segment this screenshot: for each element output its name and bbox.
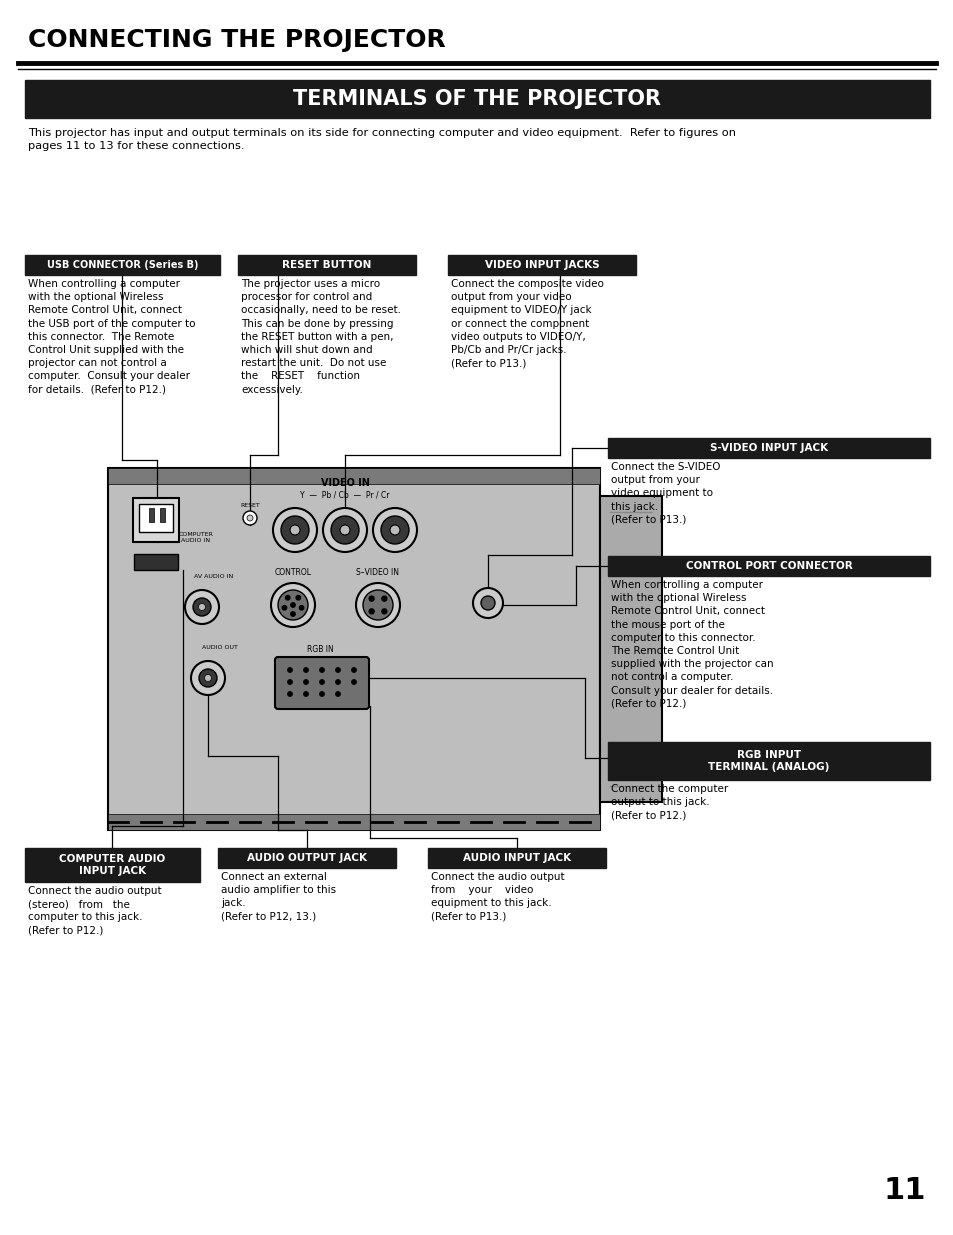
Text: S–VIDEO IN: S–VIDEO IN: [356, 568, 399, 577]
Circle shape: [319, 679, 324, 684]
Bar: [25, 80, 929, 119]
Text: USB CONNECTOR (Series B): USB CONNECTOR (Series B): [47, 261, 198, 270]
Circle shape: [288, 679, 292, 684]
Bar: [108, 468, 599, 484]
Bar: [133, 555, 178, 571]
Circle shape: [295, 595, 300, 600]
Circle shape: [204, 674, 212, 682]
Bar: [428, 848, 605, 868]
Circle shape: [291, 611, 294, 616]
Bar: [132, 498, 179, 542]
Circle shape: [319, 668, 324, 672]
Circle shape: [480, 597, 495, 610]
Text: AUDIO INPUT JACK: AUDIO INPUT JACK: [462, 853, 571, 863]
Text: The projector uses a micro
processor for control and
occasionally, need to be re: The projector uses a micro processor for…: [241, 279, 400, 395]
Text: Connect an external
audio amplifier to this
jack.
(Refer to P12, 13.): Connect an external audio amplifier to t…: [221, 872, 335, 921]
Bar: [25, 254, 220, 275]
Circle shape: [281, 516, 309, 543]
Circle shape: [288, 692, 292, 697]
Text: AUDIO OUT: AUDIO OUT: [202, 645, 237, 650]
Circle shape: [303, 679, 308, 684]
Circle shape: [331, 516, 358, 543]
Circle shape: [381, 597, 387, 601]
Circle shape: [303, 692, 308, 697]
Text: AUDIO OUTPUT JACK: AUDIO OUTPUT JACK: [247, 853, 367, 863]
Circle shape: [303, 668, 308, 672]
Bar: [108, 814, 599, 830]
Text: RESET BUTTON: RESET BUTTON: [282, 261, 372, 270]
Bar: [218, 848, 395, 868]
Text: TERMINALS OF THE PROJECTOR: TERMINALS OF THE PROJECTOR: [293, 89, 660, 109]
Circle shape: [319, 692, 324, 697]
Circle shape: [363, 590, 393, 620]
Circle shape: [380, 516, 409, 543]
Text: When controlling a computer
with the optional Wireless
Remote Control Unit, conn: When controlling a computer with the opt…: [28, 279, 195, 395]
Text: CONTROL: CONTROL: [274, 568, 312, 577]
FancyBboxPatch shape: [274, 657, 369, 709]
Circle shape: [339, 525, 350, 535]
Bar: [160, 508, 165, 522]
Circle shape: [291, 603, 294, 608]
Bar: [25, 848, 200, 882]
Circle shape: [185, 590, 219, 624]
Text: When controlling a computer
with the optional Wireless
Remote Control Unit, conn: When controlling a computer with the opt…: [610, 580, 773, 709]
Circle shape: [290, 525, 299, 535]
Text: Connect the S-VIDEO
output from your
video equipment to
this jack.
(Refer to P13: Connect the S-VIDEO output from your vid…: [610, 462, 720, 525]
Circle shape: [335, 692, 340, 697]
Bar: [599, 496, 661, 802]
Bar: [108, 468, 599, 830]
Text: CONNECTING THE PROJECTOR: CONNECTING THE PROJECTOR: [28, 28, 445, 52]
Circle shape: [277, 590, 308, 620]
Text: COMPUTER AUDIO
INPUT JACK: COMPUTER AUDIO INPUT JACK: [59, 853, 166, 876]
Circle shape: [335, 668, 340, 672]
Text: AV AUDIO IN: AV AUDIO IN: [193, 574, 233, 579]
Circle shape: [335, 679, 340, 684]
Circle shape: [299, 605, 303, 610]
Circle shape: [273, 508, 316, 552]
Bar: [607, 556, 929, 576]
Circle shape: [243, 511, 256, 525]
Circle shape: [191, 661, 225, 695]
Circle shape: [352, 668, 355, 672]
Text: VIDEO INPUT JACKS: VIDEO INPUT JACKS: [484, 261, 598, 270]
Circle shape: [473, 588, 502, 618]
Circle shape: [199, 669, 216, 687]
Bar: [607, 438, 929, 458]
Text: Connect the audio output
from    your    video
equipment to this jack.
(Refer to: Connect the audio output from your video…: [431, 872, 564, 921]
Circle shape: [323, 508, 367, 552]
Circle shape: [285, 595, 290, 600]
Text: RGB IN: RGB IN: [306, 645, 333, 655]
Circle shape: [390, 525, 399, 535]
Circle shape: [271, 583, 314, 627]
Circle shape: [198, 604, 205, 610]
Circle shape: [381, 609, 387, 614]
Text: Connect the computer
output to this jack.
(Refer to P12.): Connect the computer output to this jack…: [610, 784, 727, 820]
Circle shape: [193, 598, 211, 616]
Text: S-VIDEO INPUT JACK: S-VIDEO INPUT JACK: [709, 443, 827, 453]
Circle shape: [288, 668, 292, 672]
Text: Y  —  Pb / Cb  —  Pr / Cr: Y — Pb / Cb — Pr / Cr: [300, 492, 390, 500]
Text: Connect the audio output
(stereo)   from   the
computer to this jack.
(Refer to : Connect the audio output (stereo) from t…: [28, 885, 161, 936]
Circle shape: [282, 605, 286, 610]
Text: Connect the composite video
output from your video
equipment to VIDEO/Y jack
or : Connect the composite video output from …: [451, 279, 603, 368]
Text: VIDEO IN: VIDEO IN: [320, 478, 369, 488]
Text: COMPUTER
AUDIO IN: COMPUTER AUDIO IN: [178, 532, 213, 543]
Text: RGB INPUT
TERMINAL (ANALOG): RGB INPUT TERMINAL (ANALOG): [707, 750, 829, 772]
Circle shape: [247, 515, 253, 521]
Circle shape: [373, 508, 416, 552]
Circle shape: [355, 583, 399, 627]
Text: This projector has input and output terminals on its side for connecting compute: This projector has input and output term…: [28, 128, 735, 151]
Bar: [607, 742, 929, 781]
Text: 11: 11: [882, 1176, 925, 1205]
Bar: [448, 254, 636, 275]
Circle shape: [369, 597, 374, 601]
Bar: [149, 508, 153, 522]
Text: RESET: RESET: [240, 503, 259, 508]
Bar: [139, 504, 172, 532]
Circle shape: [352, 679, 355, 684]
Text: CONTROL PORT CONNECTOR: CONTROL PORT CONNECTOR: [685, 561, 851, 571]
Bar: [237, 254, 416, 275]
Circle shape: [369, 609, 374, 614]
